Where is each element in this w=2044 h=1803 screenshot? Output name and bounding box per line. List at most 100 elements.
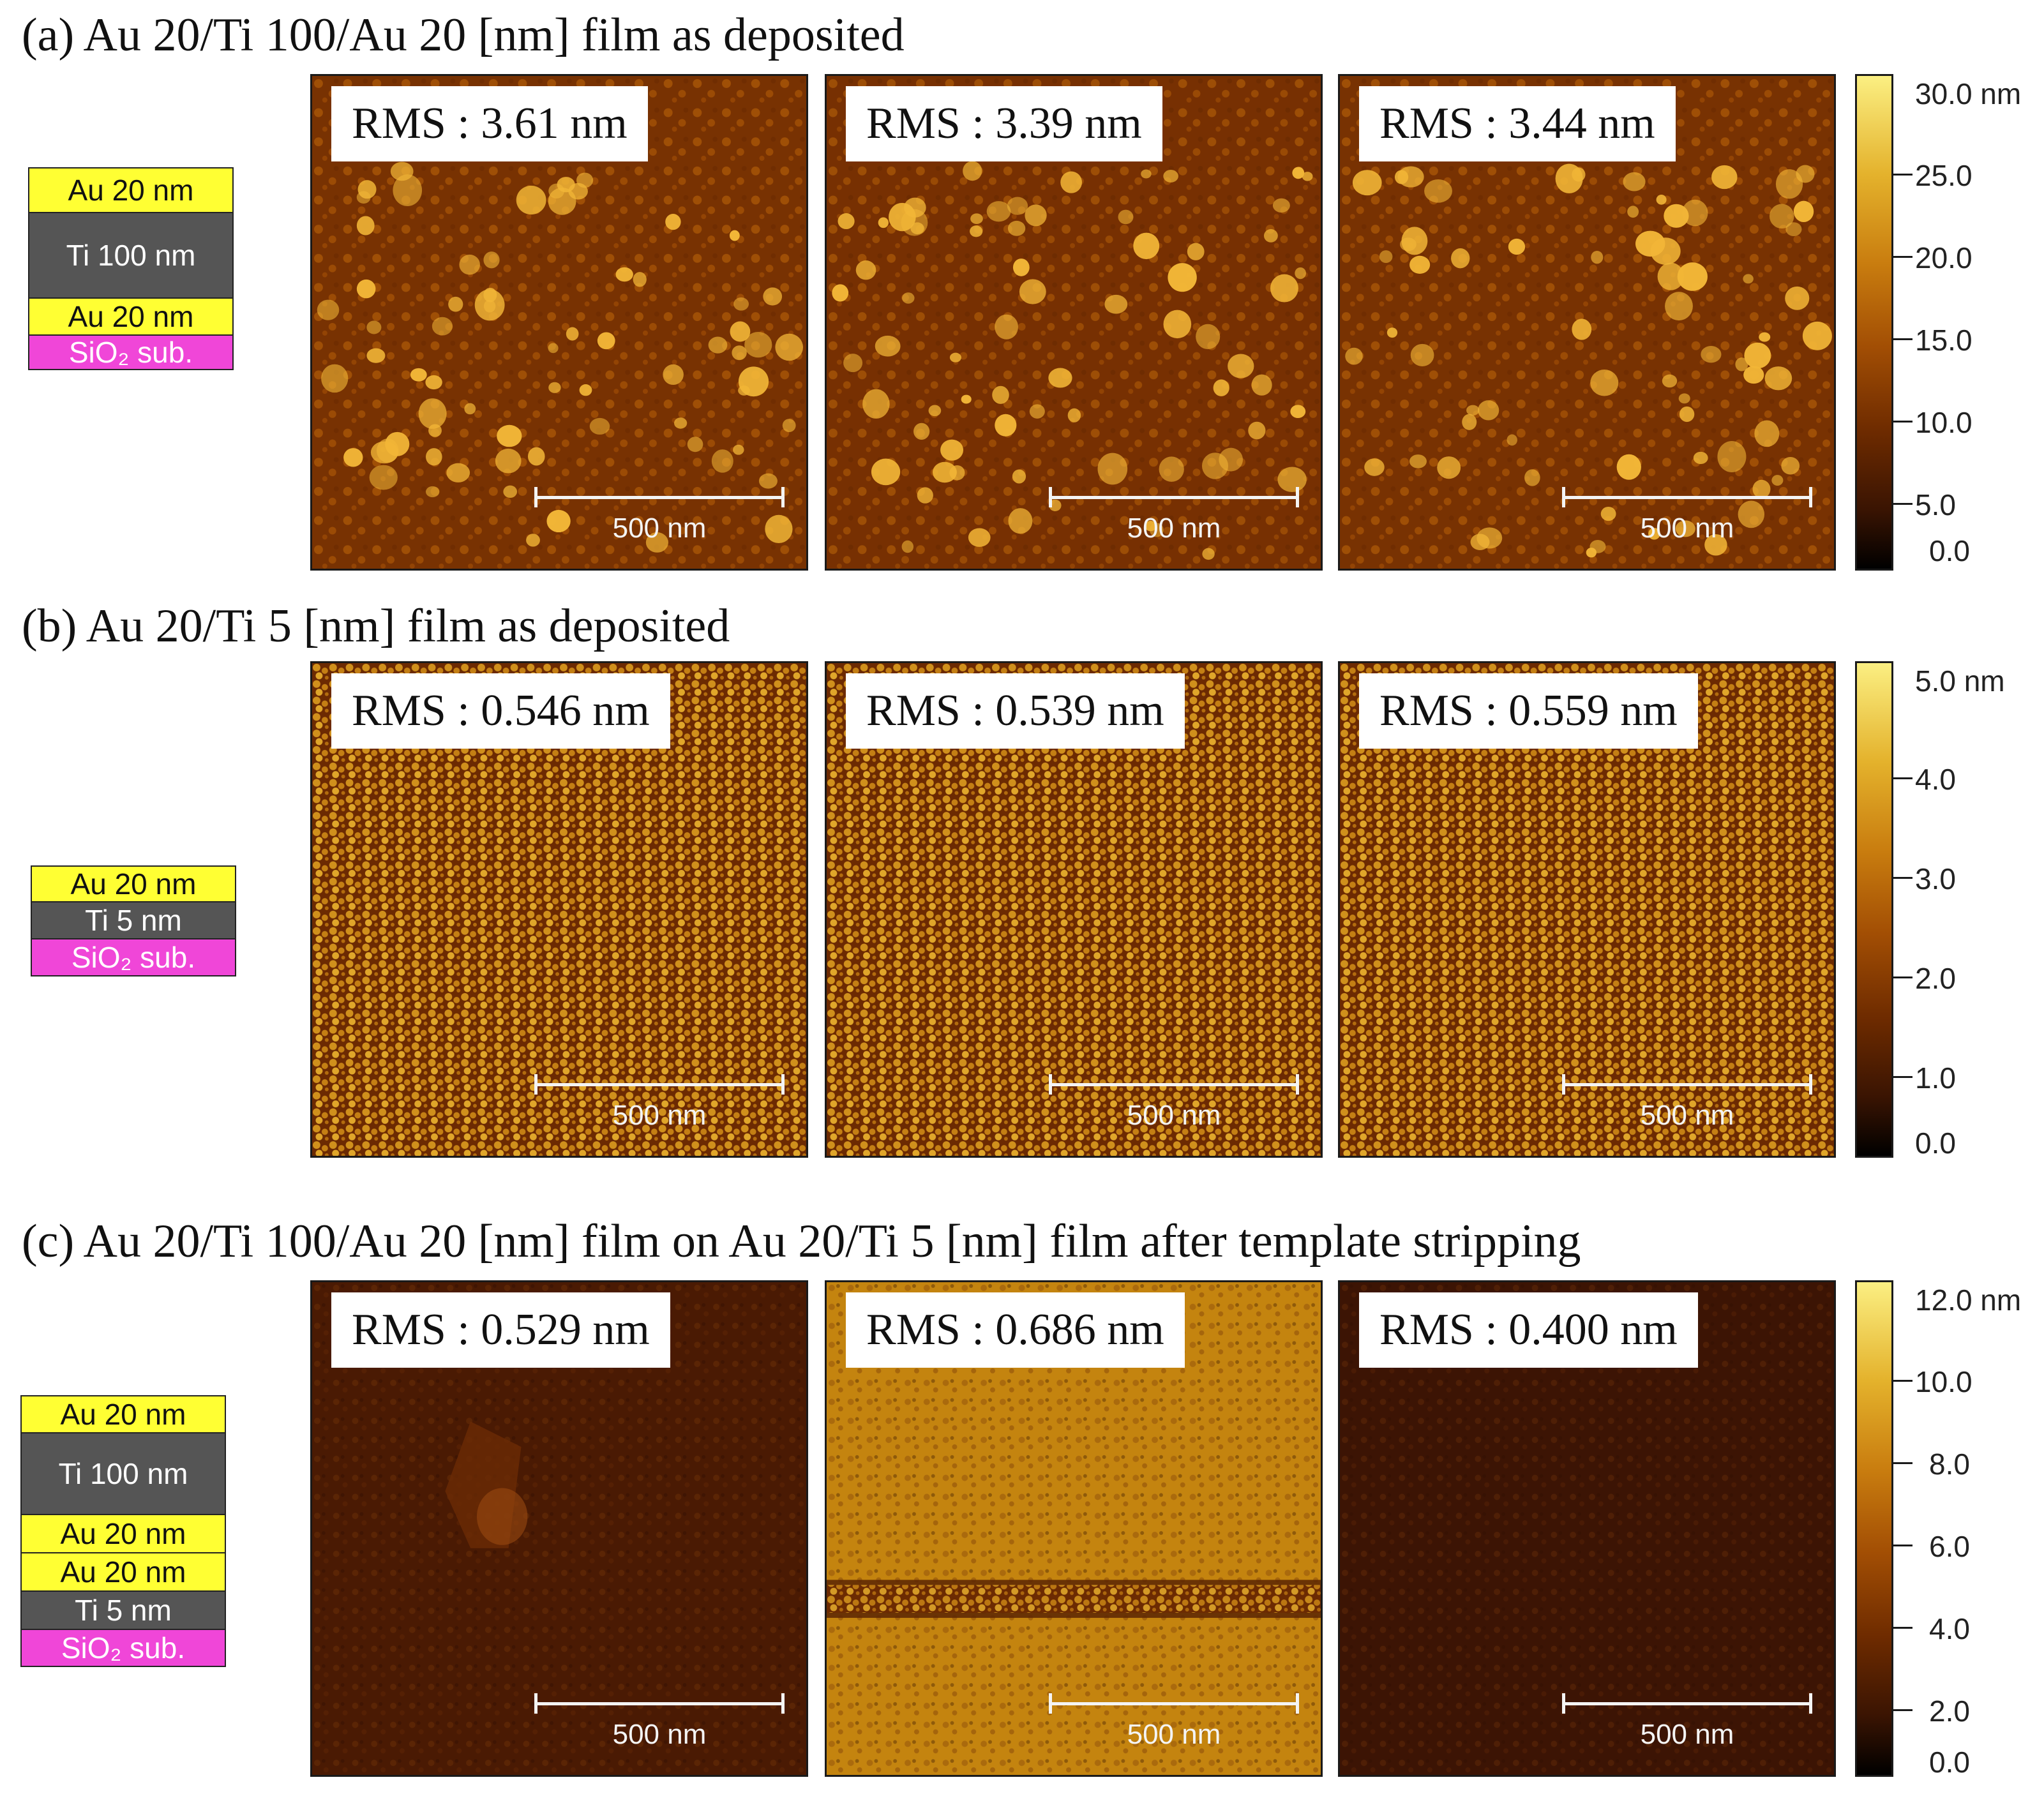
surface-grain xyxy=(758,473,778,489)
surface-grain xyxy=(1793,200,1814,223)
surface-grain xyxy=(1650,237,1681,265)
surface-grain xyxy=(733,297,749,311)
surface-grain xyxy=(738,385,750,396)
rms-label-a1: RMS : 3.61 nm xyxy=(331,86,648,161)
rms-label-b2: RMS : 0.539 nm xyxy=(846,673,1185,749)
colorbar-tick-label: 0.0 xyxy=(1915,1126,1956,1160)
surface-grain xyxy=(1409,255,1431,274)
colorbar-tick-label: 5.0 xyxy=(1915,488,1956,521)
colorbar-c-max-label: 12.0 nm xyxy=(1915,1283,2022,1317)
surface-grain xyxy=(917,487,933,504)
surface-grain xyxy=(875,335,901,357)
surface-grain xyxy=(1386,327,1398,338)
surface-grain xyxy=(1437,456,1461,479)
colorbar-tick-label: 10.0 xyxy=(1915,406,1973,439)
surface-grain xyxy=(568,183,588,200)
surface-grain xyxy=(732,345,747,361)
surface-grain xyxy=(321,364,349,393)
surface-grain xyxy=(1302,172,1313,181)
panel-a-layer-stack: Au 20 nm Ti 100 nm Au 20 nm SiO₂ sub. xyxy=(28,167,234,370)
colorbar-tick xyxy=(1893,1076,1912,1078)
surface-grain xyxy=(1251,374,1272,396)
colorbar-b-max-label: 5.0 nm xyxy=(1915,664,2005,698)
surface-grain xyxy=(1717,440,1747,472)
surface-grain xyxy=(1163,170,1178,183)
surface-grain xyxy=(1752,479,1771,498)
colorbar-tick xyxy=(1893,877,1912,879)
surface-grain xyxy=(356,216,375,236)
scale-bar-c2: 500 nm xyxy=(1049,1693,1299,1751)
scale-bar-b2: 500 nm xyxy=(1049,1074,1299,1132)
surface-grain xyxy=(1012,258,1030,276)
surface-grain xyxy=(459,254,480,275)
surface-grain xyxy=(986,201,1011,222)
layer-au-top: Au 20 nm xyxy=(28,167,234,213)
surface-grain xyxy=(838,213,855,230)
surface-grain xyxy=(1352,170,1382,196)
colorbar-b xyxy=(1855,661,1893,1158)
surface-grain xyxy=(1623,172,1646,191)
surface-grain xyxy=(1007,220,1026,236)
surface-grain xyxy=(913,423,930,440)
surface-grain xyxy=(708,336,728,354)
surface-grain xyxy=(1785,286,1810,310)
colorbar-tick-label: 2.0 xyxy=(1915,962,1956,995)
surface-grain xyxy=(645,532,668,553)
surface-grain xyxy=(1572,318,1592,340)
surface-grain xyxy=(763,287,783,306)
surface-grain xyxy=(1678,393,1690,404)
scale-bar-label: 500 nm xyxy=(1640,512,1734,544)
surface-grain xyxy=(1743,366,1764,384)
colorbar-tick xyxy=(1893,976,1912,978)
surface-grain xyxy=(832,284,849,302)
surface-grain xyxy=(928,405,942,417)
panel-a-title: (a) Au 20/Ti 100/Au 20 [nm] film as depo… xyxy=(22,9,905,61)
surface-grain xyxy=(1007,197,1028,215)
surface-grain xyxy=(1012,469,1026,484)
surface-grain xyxy=(878,217,889,228)
colorbar-tick-label: 15.0 xyxy=(1915,324,1973,357)
surface-grain xyxy=(1295,267,1306,280)
surface-grain xyxy=(1665,292,1693,321)
surface-grain xyxy=(970,213,983,224)
surface-grain xyxy=(1656,195,1667,205)
surface-grain xyxy=(1796,165,1815,183)
afm-image-c2: RMS : 0.686 nm 500 nm xyxy=(825,1280,1323,1777)
surface-grain xyxy=(1049,499,1062,511)
colorbar-tick xyxy=(1893,1380,1912,1382)
surface-grain xyxy=(1201,453,1229,479)
surface-grain xyxy=(1196,324,1221,350)
surface-grain xyxy=(1159,456,1184,482)
surface-grain xyxy=(1168,263,1197,292)
surface-grain xyxy=(711,449,733,473)
surface-grain xyxy=(1118,209,1134,225)
surface-grain xyxy=(1228,354,1254,378)
surface-grain xyxy=(1693,451,1708,465)
surface-grain xyxy=(963,161,982,181)
colorbar-tick-label: 6.0 xyxy=(1929,1530,1970,1563)
surface-grain xyxy=(1466,405,1480,416)
surface-grain xyxy=(1019,279,1046,304)
surface-grain xyxy=(1775,169,1803,199)
surface-grain xyxy=(1679,406,1695,423)
surface-grain xyxy=(410,368,427,382)
afm-image-a1: RMS : 3.61 nm 500 nm xyxy=(310,74,808,571)
surface-grain xyxy=(432,317,453,336)
surface-grain xyxy=(902,292,915,304)
surface-grain xyxy=(1213,379,1229,396)
surface-grain xyxy=(1662,374,1678,388)
surface-grain xyxy=(1029,404,1045,419)
colorbar-tick xyxy=(1893,777,1912,779)
colorbar-tick-label: 8.0 xyxy=(1929,1448,1970,1481)
layer-au-bottom: Au 20 nm xyxy=(28,297,234,336)
surface-grain xyxy=(503,485,518,498)
surface-grain xyxy=(1590,370,1619,396)
surface-grain xyxy=(970,225,983,237)
surface-grain xyxy=(548,382,561,393)
surface-grain xyxy=(1394,170,1409,184)
surface-grain xyxy=(597,332,615,350)
surface-grain xyxy=(968,528,991,547)
surface-grain xyxy=(474,289,505,321)
surface-grain xyxy=(615,267,633,282)
surface-grain xyxy=(665,214,681,230)
